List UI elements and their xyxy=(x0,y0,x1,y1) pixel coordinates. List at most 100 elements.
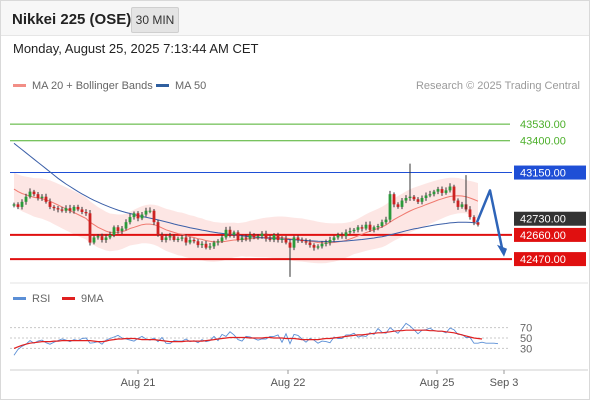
candle-body xyxy=(136,213,140,219)
candle-body xyxy=(324,242,328,244)
candle-body xyxy=(228,229,232,235)
candle-body xyxy=(76,206,80,210)
candle-body xyxy=(448,186,452,191)
candle-body xyxy=(196,241,200,246)
rsi-tick-30: 30 xyxy=(520,343,532,355)
candle-body xyxy=(68,208,72,211)
candle-body xyxy=(404,198,408,201)
legend-9ma: 9MA xyxy=(62,293,104,305)
candle-body xyxy=(460,204,464,207)
ma20-swatch xyxy=(13,83,26,87)
candle-body xyxy=(124,222,128,229)
candle-body xyxy=(360,227,364,229)
candle-body xyxy=(252,234,256,238)
candle-body xyxy=(260,233,264,237)
candle-body xyxy=(104,237,108,240)
candle-body xyxy=(248,234,252,239)
candle-body xyxy=(140,214,144,219)
candle-body xyxy=(300,240,304,242)
ma50-swatch xyxy=(156,83,169,87)
level-label-42660: 42660.00 xyxy=(520,230,566,242)
candle-body xyxy=(384,219,388,223)
candle-body xyxy=(400,200,404,207)
candle-body xyxy=(268,238,272,240)
candle-body xyxy=(256,236,260,238)
candle-body xyxy=(184,237,188,243)
candle-body xyxy=(304,241,308,243)
candle-body xyxy=(408,196,412,198)
candle-body xyxy=(368,224,372,230)
level-tag-43150 xyxy=(514,165,586,180)
candle-body xyxy=(380,222,384,226)
candle-body xyxy=(264,233,268,239)
candle-body xyxy=(16,204,20,207)
instrument-title: Nikkei 225 (OSE) xyxy=(12,11,132,28)
candle-body xyxy=(236,232,240,240)
provider-credit: Research © 2025 Trading Central xyxy=(415,80,580,92)
candle-body xyxy=(292,237,296,248)
candle-body xyxy=(420,198,424,202)
level-label-43150: 43150.00 xyxy=(520,168,566,180)
candle-body xyxy=(156,222,160,235)
candle-body xyxy=(28,191,32,197)
candle-body xyxy=(56,208,60,210)
candle-body xyxy=(296,237,300,240)
candle-body xyxy=(224,229,228,238)
candle-body xyxy=(280,238,284,240)
x-tick-label-1: Aug 22 xyxy=(271,377,306,389)
candle-body xyxy=(388,194,392,220)
candle-body xyxy=(60,209,64,211)
candle-body xyxy=(344,232,348,237)
candle-body xyxy=(424,195,428,198)
candle-body xyxy=(80,209,84,212)
candle-body xyxy=(84,212,88,214)
candle-body xyxy=(36,194,40,198)
candle-body xyxy=(20,201,24,207)
candle-body xyxy=(392,194,396,205)
ma9-line xyxy=(13,329,483,349)
candle-body xyxy=(356,227,360,230)
candle-body xyxy=(160,234,164,240)
candle-body xyxy=(176,238,180,240)
timeframe-button[interactable]: 30 MIN xyxy=(131,7,179,33)
candle-body xyxy=(328,240,332,243)
candle-body xyxy=(468,209,472,218)
level-tag-42470 xyxy=(514,252,586,267)
candle-body xyxy=(432,191,436,195)
candle-body xyxy=(148,210,152,212)
level-label-43400: 43400.00 xyxy=(520,136,566,148)
candle-body xyxy=(412,196,416,200)
candle-body xyxy=(152,210,156,223)
candle-body xyxy=(192,240,196,242)
candle-body xyxy=(288,242,292,248)
candle-body xyxy=(476,222,480,225)
ma9-swatch xyxy=(62,296,75,300)
ma9-label: 9MA xyxy=(81,293,104,305)
level-label-42470: 42470.00 xyxy=(520,254,566,266)
legend-ma50: MA 50 xyxy=(156,80,206,92)
title-bar: Nikkei 225 (OSE) 30 MIN xyxy=(1,1,589,36)
candle-body xyxy=(172,236,176,240)
candle-body xyxy=(216,241,220,243)
bollinger-band xyxy=(14,172,478,264)
rsi-tick-70: 70 xyxy=(520,323,532,335)
candle-body xyxy=(48,201,52,207)
candle-body xyxy=(108,234,112,238)
level-label-43530: 43530.00 xyxy=(520,119,566,131)
candle-body xyxy=(92,237,96,243)
candle-body xyxy=(12,204,16,206)
candle-body xyxy=(220,237,224,242)
candle-body xyxy=(340,234,344,237)
candle-body xyxy=(244,237,248,239)
candle-body xyxy=(32,191,36,195)
candle-body xyxy=(276,234,280,240)
candle-body xyxy=(88,213,92,243)
candle-body xyxy=(164,237,168,240)
legend-ma20: MA 20 + Bollinger Bands xyxy=(13,80,153,92)
candle-body xyxy=(396,204,400,207)
x-tick-label-3: Sep 3 xyxy=(490,377,519,389)
candle-body xyxy=(348,231,352,233)
candle-body xyxy=(208,246,212,248)
candle-body xyxy=(64,208,68,211)
